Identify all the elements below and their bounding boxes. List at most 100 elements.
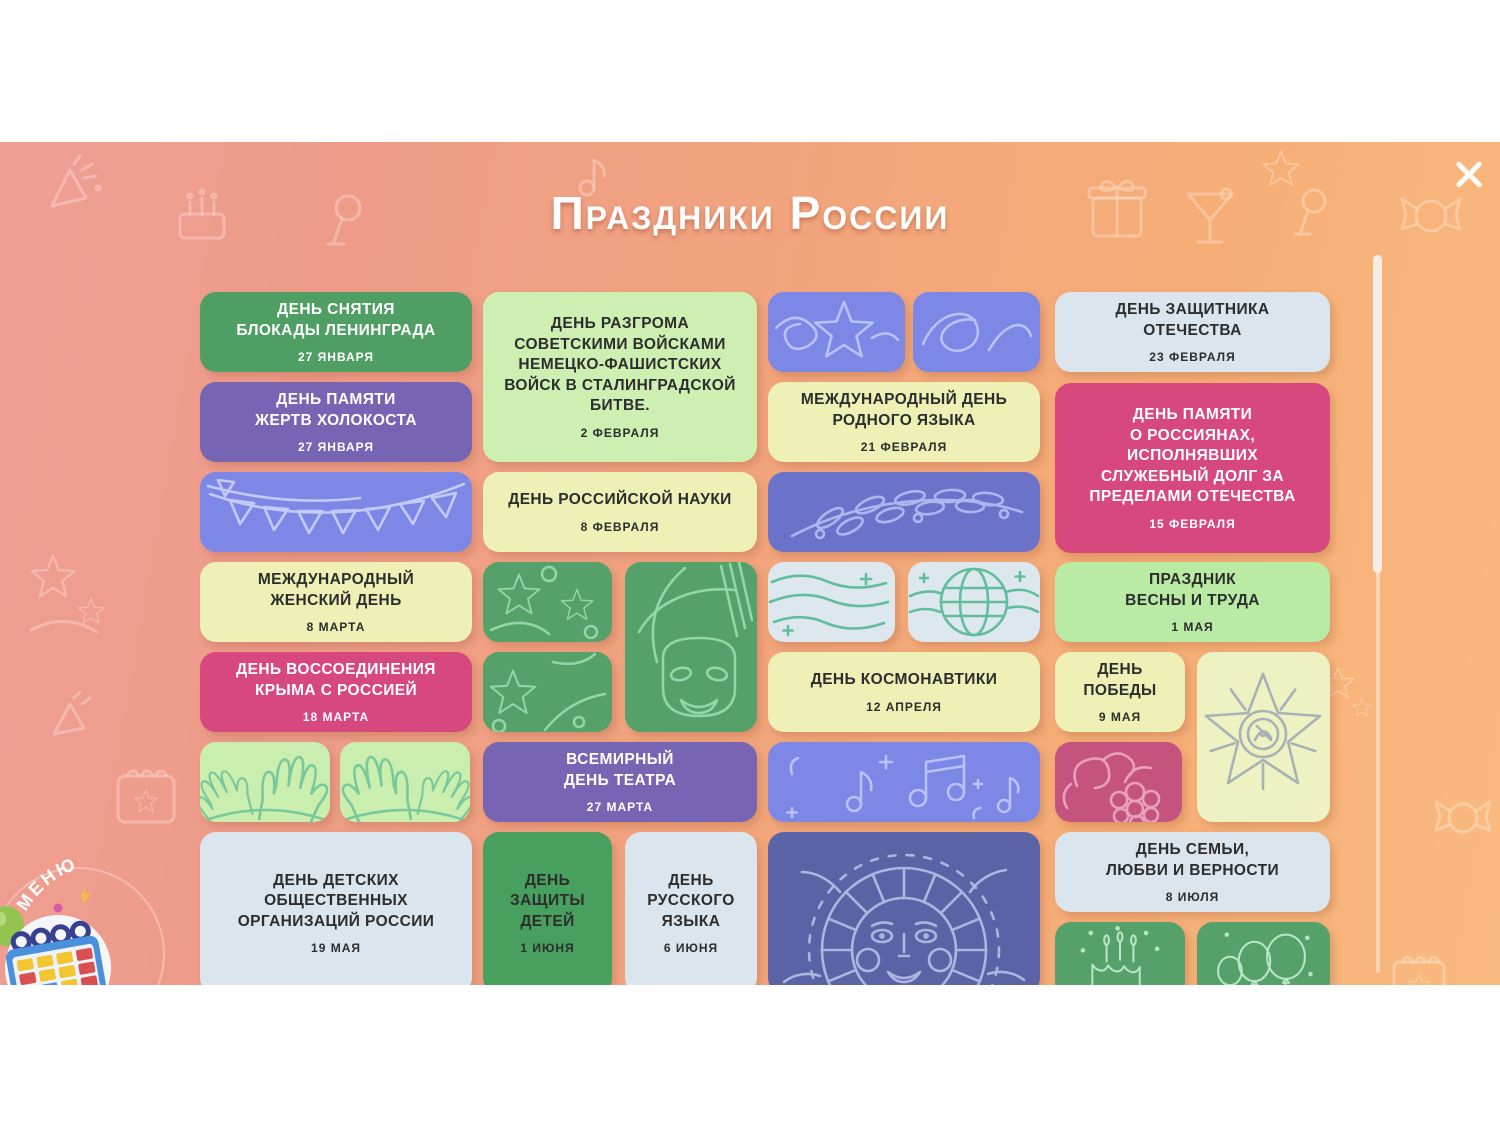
decor-tile-laurel <box>768 472 1040 552</box>
decor-tile-flags <box>200 472 472 552</box>
holiday-title: ДЕНЬ ЗАЩИТНИКА ОТЕЧЕСТВА <box>1115 301 1270 339</box>
ribbon-swirl-icon <box>921 312 1033 352</box>
holiday-date: 27 ЯНВАРЯ <box>297 439 375 454</box>
holiday-title: ДЕНЬ КОСМОНАВТИКИ <box>810 671 998 689</box>
confetti-dot <box>53 903 63 913</box>
holiday-title: ДЕНЬ ВОССОЕДИНЕНИЯ КРЫМА С РОССИЕЙ <box>236 661 436 699</box>
holiday-date: 1 ИЮНЯ <box>520 941 575 956</box>
decor-tile-stars-1 <box>483 562 612 642</box>
holiday-title: ДЕНЬ РУССКОГО ЯЗЫКА <box>647 871 735 930</box>
holiday-card-cosmonautics[interactable]: ДЕНЬ КОСМОНАВТИКИ 12 АПРЕЛЯ <box>768 652 1040 732</box>
holiday-title: ДЕНЬ ПАМЯТИ О РОССИЯНАХ, ИСПОЛНЯВШИХ СЛУ… <box>1089 406 1296 506</box>
holiday-card-theater[interactable]: ВСЕМИРНЫЙ ДЕНЬ ТЕАТРА 27 МАРТА <box>483 742 757 822</box>
holiday-card-family[interactable]: ДЕНЬ СЕМЬИ, ЛЮБВИ И ВЕРНОСТИ 8 ИЮЛЯ <box>1055 832 1330 912</box>
holiday-date: 19 МАЯ <box>311 941 361 956</box>
decor-tile-globe <box>908 562 1040 642</box>
scrollbar-thumb[interactable] <box>1373 255 1382 573</box>
close-button[interactable] <box>1450 156 1488 194</box>
bg-candy-icon <box>1432 790 1494 848</box>
grapes-icon <box>1062 752 1161 822</box>
open-hands-icon <box>200 750 330 822</box>
holiday-title: ДЕНЬ РОССИЙСКОЙ НАУКИ <box>508 491 732 509</box>
holiday-card-defender[interactable]: ДЕНЬ ЗАЩИТНИКА ОТЕЧЕСТВА 23 ФЕВРАЛЯ <box>1055 292 1330 372</box>
holiday-card-holocaust[interactable]: ДЕНЬ ПАМЯТИ ЖЕРТВ ХОЛОКОСТА 27 ЯНВАРЯ <box>200 382 472 462</box>
decor-tile-victory-order <box>1197 652 1330 822</box>
holidays-board: Праздники России ДЕНЬ СНЯТИЯ БЛОКАДЫ ЛЕН… <box>0 142 1500 985</box>
holiday-title: ВСЕМИРНЫЙ ДЕНЬ ТЕАТРА <box>563 751 677 789</box>
decor-tile-hands-1 <box>200 742 330 822</box>
decor-tile-music <box>768 742 1040 822</box>
holiday-title: ДЕНЬ ПАМЯТИ ЖЕРТВ ХОЛОКОСТА <box>255 391 417 429</box>
laurel-branch-icon <box>790 488 1024 540</box>
stars-icon <box>489 565 599 640</box>
decor-tile-hands-2 <box>340 742 470 822</box>
birthday-cake-icon <box>1080 926 1160 985</box>
balloons-icon <box>1217 932 1313 985</box>
bg-calendar-icon <box>112 762 182 828</box>
holiday-title: ДЕНЬ ДЕТСКИХ ОБЩЕСТВЕННЫХ ОРГАНИЗАЦИЙ РО… <box>237 871 435 930</box>
calendar-icon <box>5 920 107 985</box>
holiday-card-leningrad[interactable]: ДЕНЬ СНЯТИЯ БЛОКАДЫ ЛЕНИНГРАДА 27 ЯНВАРЯ <box>200 292 472 372</box>
decor-tile-theater-mask <box>625 562 757 732</box>
music-notes-icon <box>786 754 1020 820</box>
holiday-card-victory[interactable]: ДЕНЬ ПОБЕДЫ 9 МАЯ <box>1055 652 1185 732</box>
page-title: Праздники России <box>550 187 950 239</box>
holiday-card-russian-language[interactable]: ДЕНЬ РУССКОГО ЯЗЫКА 6 ИЮНЯ <box>625 832 757 985</box>
holiday-date: 8 ИЮЛЯ <box>1165 889 1220 904</box>
waves-sparkles-icon <box>768 572 890 637</box>
stars-icon <box>489 652 607 732</box>
holiday-date: 23 ФЕВРАЛЯ <box>1149 349 1236 364</box>
holiday-title: ДЕНЬ РАЗГРОМА СОВЕТСКИМИ ВОЙСКАМИ НЕМЕЦК… <box>504 315 736 415</box>
holiday-title: ДЕНЬ СЕМЬИ, ЛЮБВИ И ВЕРНОСТИ <box>1105 841 1280 879</box>
holiday-title: ПРАЗДНИК ВЕСНЫ И ТРУДА <box>1125 571 1260 609</box>
holiday-card-children-protection[interactable]: ДЕНЬ ЗАЩИТЫ ДЕТЕЙ 1 ИЮНЯ <box>483 832 612 985</box>
flags-garland-icon <box>206 478 466 535</box>
decor-tile-cake <box>1055 922 1185 985</box>
holiday-card-memory-russians[interactable]: ДЕНЬ ПАМЯТИ О РОССИЯНАХ, ИСПОЛНЯВШИХ СЛУ… <box>1055 383 1330 553</box>
holiday-card-spring-labor[interactable]: ПРАЗДНИК ВЕСНЫ И ТРУДА 1 МАЯ <box>1055 562 1330 642</box>
holiday-card-children-orgs[interactable]: ДЕНЬ ДЕТСКИХ ОБЩЕСТВЕННЫХ ОРГАНИЗАЦИЙ РО… <box>200 832 472 985</box>
decor-tile-stars-2 <box>483 652 612 732</box>
holiday-title: ДЕНЬ ЗАЩИТЫ ДЕТЕЙ <box>510 871 585 930</box>
holiday-date: 1 МАЯ <box>1171 619 1214 634</box>
holiday-title: ДЕНЬ СНЯТИЯ БЛОКАДЫ ЛЕНИНГРАДА <box>236 301 436 339</box>
menu-label: МЕНЮ <box>12 853 80 914</box>
open-hands-icon <box>340 750 470 822</box>
theater-mask-icon <box>637 562 754 718</box>
decor-tile-ribbon <box>913 292 1040 372</box>
globe-icon <box>908 567 1040 637</box>
holiday-date: 12 АПРЕЛЯ <box>866 699 942 714</box>
folk-sun-icon <box>782 853 1026 985</box>
holiday-date: 27 ЯНВАРЯ <box>297 349 375 364</box>
confetti-spark <box>80 886 91 905</box>
bg-party-popper-icon <box>44 690 100 744</box>
menu-circle <box>0 867 165 985</box>
bg-stars-icon <box>25 550 115 636</box>
holiday-title: МЕЖДУНАРОДНЫЙ ДЕНЬ РОДНОГО ЯЗЫКА <box>800 391 1008 429</box>
holiday-card-stalingrad[interactable]: ДЕНЬ РАЗГРОМА СОВЕТСКИМИ ВОЙСКАМИ НЕМЕЦК… <box>483 292 757 462</box>
star-ribbon-icon <box>774 300 900 358</box>
victory-order-star-icon <box>1204 672 1322 791</box>
decor-tile-grapes <box>1055 742 1182 822</box>
holiday-card-science[interactable]: ДЕНЬ РОССИЙСКОЙ НАУКИ 8 ФЕВРАЛЯ <box>483 472 757 552</box>
holiday-date: 8 МАРТА <box>306 619 366 634</box>
holiday-title: ДЕНЬ ПОБЕДЫ <box>1083 661 1157 699</box>
holiday-card-crimea[interactable]: ДЕНЬ ВОССОЕДИНЕНИЯ КРЫМА С РОССИЕЙ 18 МА… <box>200 652 472 732</box>
holiday-date: 21 ФЕВРАЛЯ <box>860 439 948 454</box>
balloon-highlight <box>0 912 6 926</box>
holiday-date: 6 ИЮНЯ <box>663 941 719 956</box>
bg-calendar-icon <box>1388 950 1452 985</box>
holiday-date: 27 МАРТА <box>586 799 654 814</box>
decor-tile-sun <box>768 832 1040 985</box>
decor-tile-balloons <box>1197 922 1330 985</box>
holiday-date: 2 ФЕВРАЛЯ <box>580 425 660 440</box>
scrollbar-track[interactable] <box>1376 255 1380 973</box>
holiday-card-native-language[interactable]: МЕЖДУНАРОДНЫЙ ДЕНЬ РОДНОГО ЯЗЫКА 21 ФЕВР… <box>768 382 1040 462</box>
holiday-card-womens-day[interactable]: МЕЖДУНАРОДНЫЙ ЖЕНСКИЙ ДЕНЬ 8 МАРТА <box>200 562 472 642</box>
holiday-date: 8 ФЕВРАЛЯ <box>580 519 660 534</box>
holiday-title: МЕЖДУНАРОДНЫЙ ЖЕНСКИЙ ДЕНЬ <box>257 571 415 609</box>
decor-tile-waves <box>768 562 895 642</box>
decor-tile-star-ribbon <box>768 292 905 372</box>
menu-button[interactable]: МЕНЮ <box>0 846 170 985</box>
holiday-date: 9 МАЯ <box>1098 709 1142 724</box>
